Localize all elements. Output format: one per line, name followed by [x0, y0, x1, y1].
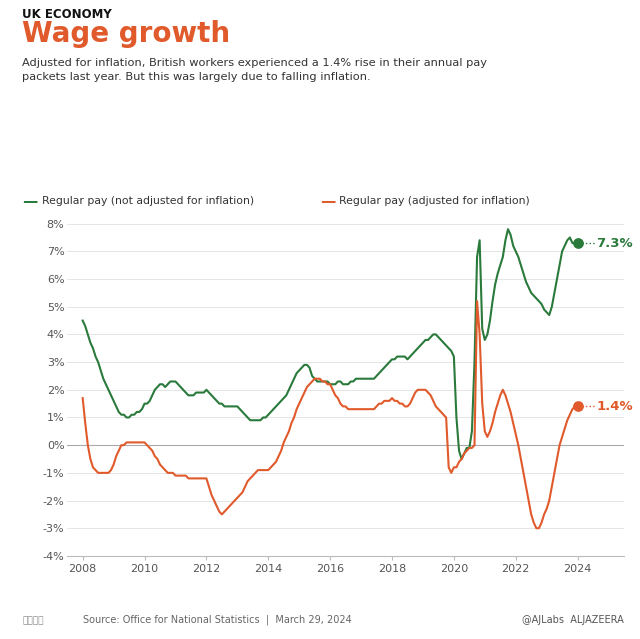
Text: Regular pay (adjusted for inflation): Regular pay (adjusted for inflation) [339, 196, 530, 206]
Text: 1.4%: 1.4% [596, 400, 633, 413]
Point [572, 401, 582, 412]
Text: Wage growth: Wage growth [22, 20, 230, 49]
Text: —: — [320, 194, 335, 209]
Text: 7.3%: 7.3% [596, 236, 633, 250]
Text: @AJLabs  ALJAZEERA: @AJLabs ALJAZEERA [522, 615, 624, 625]
Text: Source: Office for National Statistics  |  March 29, 2024: Source: Office for National Statistics |… [83, 615, 352, 625]
Text: UK ECONOMY: UK ECONOMY [22, 8, 112, 20]
Point [572, 238, 582, 248]
Text: Regular pay (not adjusted for inflation): Regular pay (not adjusted for inflation) [42, 196, 253, 206]
Text: ⓒⓑⓈⒶ: ⓒⓑⓈⒶ [22, 616, 44, 625]
Text: —: — [22, 194, 38, 209]
Text: Adjusted for inflation, British workers experienced a 1.4% rise in their annual : Adjusted for inflation, British workers … [22, 58, 488, 82]
